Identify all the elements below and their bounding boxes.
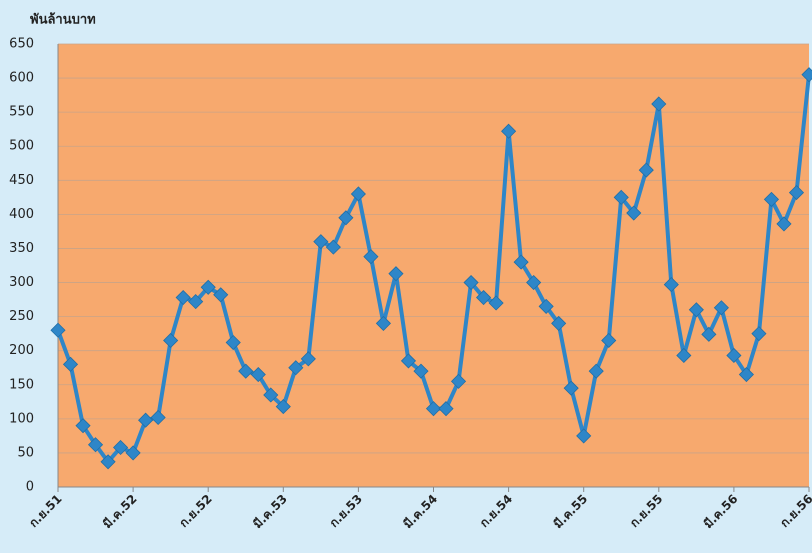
data-point — [738, 366, 754, 383]
data-point — [425, 401, 442, 417]
data-point — [488, 295, 504, 311]
data-point — [100, 454, 116, 470]
data-point — [175, 289, 191, 306]
data-point — [676, 347, 692, 364]
data-point — [713, 300, 729, 316]
data-point — [300, 351, 316, 367]
data-point — [163, 332, 179, 349]
data-point — [438, 401, 454, 417]
data-point — [87, 437, 104, 453]
data-point — [450, 373, 467, 389]
data-point — [638, 162, 654, 178]
data-point — [513, 254, 529, 270]
y-tick-label: 200 — [9, 343, 34, 358]
data-point — [788, 185, 805, 201]
y-tick-label: 650 — [9, 37, 34, 52]
data-point — [688, 302, 704, 318]
data-point — [250, 366, 266, 383]
data-point — [501, 123, 517, 139]
data-point — [375, 315, 391, 331]
data-point — [338, 210, 354, 226]
data-point — [138, 412, 154, 428]
data-point — [325, 239, 341, 255]
data-point — [726, 347, 742, 364]
data-point — [388, 266, 404, 282]
y-tick-label: 600 — [9, 71, 34, 86]
plot-area — [58, 44, 809, 487]
data-point — [763, 191, 780, 207]
data-point — [801, 67, 812, 83]
data-point — [413, 363, 429, 379]
y-tick-label: 450 — [9, 173, 34, 188]
data-point — [213, 287, 229, 303]
data-point — [50, 322, 66, 338]
data-point — [601, 332, 617, 349]
data-point — [776, 216, 792, 232]
data-point — [288, 360, 304, 376]
data-point — [150, 409, 166, 426]
data-point — [238, 363, 254, 379]
data-point — [701, 326, 717, 342]
data-point — [125, 445, 141, 461]
data-point — [188, 294, 204, 310]
y-tick-label: 150 — [9, 377, 34, 392]
data-point — [476, 289, 492, 306]
data-point — [200, 279, 216, 295]
data-point — [613, 189, 629, 205]
data-point — [626, 205, 642, 221]
y-tick-label: 300 — [9, 275, 34, 290]
y-tick-label: 100 — [9, 411, 34, 426]
data-point — [62, 356, 79, 372]
data-point — [363, 249, 379, 265]
data-point — [551, 315, 567, 331]
data-point — [751, 326, 767, 342]
data-point — [651, 96, 667, 112]
y-tick-label: 550 — [9, 105, 34, 120]
data-point — [275, 399, 291, 415]
y-axis-title: พันล้านบาท — [30, 12, 96, 28]
data-point — [588, 363, 604, 379]
y-tick-label: 350 — [9, 241, 34, 256]
data-point — [313, 234, 329, 250]
data-point — [225, 334, 241, 351]
data-point — [576, 428, 592, 444]
y-tick-label: 500 — [9, 139, 34, 154]
data-point — [350, 186, 366, 202]
data-point — [263, 387, 279, 403]
y-tick-label: 50 — [17, 445, 34, 460]
data-point — [463, 274, 479, 291]
y-tick-label: 250 — [9, 309, 34, 324]
data-point — [113, 439, 129, 456]
data-point — [526, 274, 542, 291]
y-tick-label: 0 — [26, 480, 34, 495]
data-point — [75, 418, 91, 434]
data-point — [663, 277, 679, 293]
data-point — [400, 353, 417, 369]
y-tick-label: 400 — [9, 207, 34, 222]
data-point — [538, 298, 554, 314]
data-point — [563, 380, 579, 396]
